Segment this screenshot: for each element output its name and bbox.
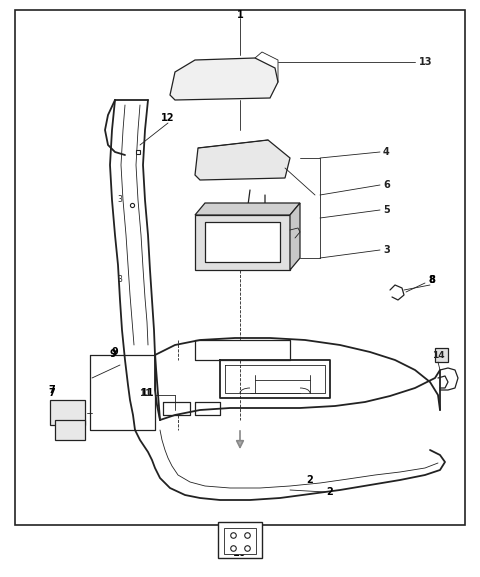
Text: 3: 3 xyxy=(118,196,122,204)
Bar xyxy=(218,522,262,558)
Polygon shape xyxy=(55,420,85,440)
Bar xyxy=(224,528,256,554)
Text: 11: 11 xyxy=(139,388,151,398)
Text: 6: 6 xyxy=(383,180,390,190)
Bar xyxy=(15,10,465,525)
Text: 1: 1 xyxy=(237,10,243,20)
Text: 9: 9 xyxy=(112,347,119,357)
Text: 13: 13 xyxy=(419,57,432,67)
Text: 5: 5 xyxy=(383,205,390,215)
Text: 7: 7 xyxy=(48,385,55,395)
Text: 12: 12 xyxy=(161,113,175,123)
Text: 10: 10 xyxy=(233,548,247,558)
Polygon shape xyxy=(50,400,85,425)
Text: 3: 3 xyxy=(118,275,122,284)
Polygon shape xyxy=(435,348,448,362)
Polygon shape xyxy=(205,222,280,262)
Text: 7: 7 xyxy=(48,388,55,398)
Text: 14: 14 xyxy=(432,350,444,359)
Text: 4: 4 xyxy=(383,147,390,157)
Polygon shape xyxy=(195,203,300,215)
Text: 2: 2 xyxy=(326,487,334,497)
Text: 2: 2 xyxy=(307,475,313,485)
Text: 3: 3 xyxy=(383,245,390,255)
Text: 11: 11 xyxy=(141,388,155,398)
Polygon shape xyxy=(170,58,278,100)
Polygon shape xyxy=(195,215,290,270)
Polygon shape xyxy=(195,140,290,180)
Text: 8: 8 xyxy=(429,275,435,285)
Text: 8: 8 xyxy=(429,275,435,285)
Text: 9: 9 xyxy=(109,349,116,359)
Polygon shape xyxy=(290,203,300,270)
